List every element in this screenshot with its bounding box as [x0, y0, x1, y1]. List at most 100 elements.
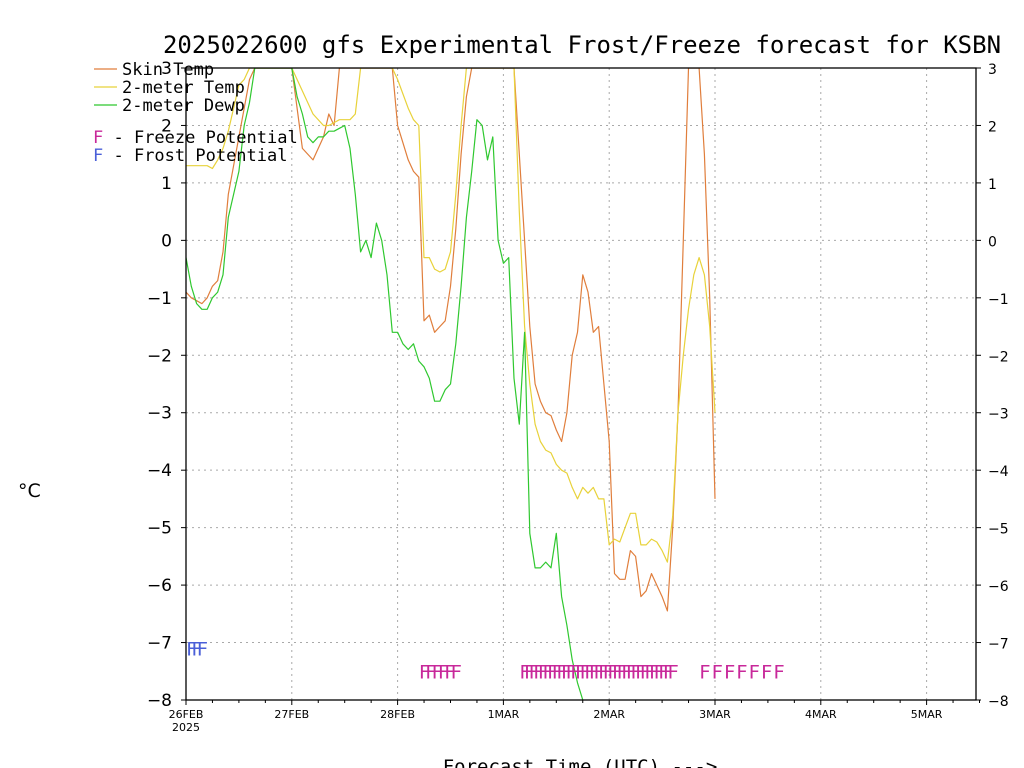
grid-lines — [186, 68, 976, 700]
y-tick-label: 2 — [161, 116, 172, 136]
y-tick-label: −4 — [147, 461, 172, 481]
freeze-marker: F — [663, 661, 674, 683]
legend-label-dewp: 2-meter Dewp — [122, 96, 245, 116]
frost-marker: F — [197, 638, 208, 660]
x-tick-label: 3MAR — [699, 708, 731, 721]
freeze-marker: F — [640, 661, 651, 683]
y-tick-label-right: 1 — [988, 177, 997, 193]
x-tick-label: 2MAR — [593, 708, 625, 721]
frost-marker: F — [186, 638, 197, 660]
freeze-marker: F — [425, 661, 436, 683]
y-tick-label-right: −8 — [988, 694, 1009, 710]
freeze-marker: F — [542, 661, 553, 683]
y-tick-label-right: −6 — [988, 579, 1009, 595]
y-tick-label: −7 — [147, 634, 172, 654]
freeze-marker: F — [533, 661, 544, 683]
freeze-marker: F — [529, 661, 540, 683]
freeze-marker: F — [584, 661, 595, 683]
freeze-marker: F — [419, 661, 430, 683]
y-tick-label: 1 — [161, 174, 172, 194]
freeze-marker: F — [575, 661, 586, 683]
y-tick-label-right: −1 — [988, 292, 1009, 308]
chart-title: 2025022600 gfs Experimental Frost/Freeze… — [163, 31, 1001, 59]
x-year-label: 2025 — [172, 721, 200, 734]
freeze-marker: F — [644, 661, 655, 683]
y-tick-label: 3 — [161, 59, 172, 79]
freeze-marker: F — [612, 661, 623, 683]
freeze-marker: F — [444, 661, 455, 683]
freeze-marker: F — [538, 661, 549, 683]
freeze-marker: F — [552, 661, 563, 683]
freeze-marker: F — [593, 661, 604, 683]
frost-marker: F — [191, 638, 202, 660]
freeze-marker: F — [607, 661, 618, 683]
freeze-marker: F — [667, 661, 678, 683]
series-lines — [186, 68, 716, 700]
x-tick-label: 5MAR — [911, 708, 943, 721]
freeze-marker: F — [524, 661, 535, 683]
y-tick-label: −3 — [147, 404, 172, 424]
tick-labels: −8 −8 −7 −7 −6 −6 −5 −5 −4 −4 −3 −3 −2 −2 −1 −1 0 0 1 1 2 2 3 3… — [147, 59, 1009, 734]
freeze-marker: F — [579, 661, 590, 683]
x-tick-label: 27FEB — [274, 708, 309, 721]
series-line-temp — [186, 68, 716, 563]
y-tick-label-right: 2 — [988, 119, 997, 135]
x-tick-label: 1MAR — [488, 708, 520, 721]
series-line-skin — [186, 68, 716, 612]
y-tick-label-right: −7 — [988, 637, 1009, 653]
freeze-marker: F — [649, 661, 660, 683]
x-tick-label: 28FEB — [380, 708, 415, 721]
freeze-marker: F — [616, 661, 627, 683]
freeze-marker: F — [570, 661, 581, 683]
y-tick-label-right: −2 — [988, 349, 1009, 365]
axes — [185, 67, 977, 701]
y-tick-label: −2 — [147, 346, 172, 366]
y-tick-label: −1 — [147, 289, 172, 309]
freeze-marker: F — [658, 661, 669, 683]
freeze-marker: F — [603, 661, 614, 683]
freeze-marker: F — [566, 661, 577, 683]
freeze-marker: F — [626, 661, 637, 683]
legend-label-skin: Skin Temp — [122, 60, 214, 80]
x-axis-label: Forecast Time (UTC) ---> — [443, 756, 718, 768]
freeze-marker: F — [761, 661, 772, 683]
series-line-dewp — [186, 68, 584, 700]
freeze-marker: F — [519, 661, 530, 683]
freeze-marker: F — [724, 661, 735, 683]
marker-legend-freeze: F - Freeze Potential — [93, 128, 298, 148]
y-tick-label-right: −3 — [988, 407, 1009, 423]
freeze-marker: F — [654, 661, 665, 683]
freeze-marker: F — [736, 661, 747, 683]
marker-legend-frost: F - Frost Potential — [93, 146, 287, 166]
freeze-marker: F — [749, 661, 760, 683]
freeze-marker: F — [431, 661, 442, 683]
y-tick-label: 0 — [161, 231, 172, 251]
y-tick-label: −6 — [147, 576, 172, 596]
y-tick-label: −8 — [147, 691, 172, 711]
x-tick-label: 26FEB — [169, 708, 204, 721]
y-tick-label-right: −4 — [988, 464, 1009, 480]
freeze-marker: F — [773, 661, 784, 683]
y-tick-label-right: −5 — [988, 522, 1009, 538]
freeze-marker: F — [635, 661, 646, 683]
freeze-marker: F — [589, 661, 600, 683]
plot-frame — [185, 67, 977, 701]
freeze-marker: F — [598, 661, 609, 683]
freeze-marker: F — [438, 661, 449, 683]
freeze-marker: F — [547, 661, 558, 683]
freeze-marker: F — [621, 661, 632, 683]
freeze-marker: F — [451, 661, 462, 683]
x-tick-label: 4MAR — [805, 708, 837, 721]
y-axis-label: °C — [18, 480, 41, 502]
y-tick-label: −5 — [147, 519, 172, 539]
freeze-marker: F — [556, 661, 567, 683]
legend-label-temp: 2-meter Temp — [122, 78, 245, 98]
freeze-marker: F — [699, 661, 710, 683]
y-tick-label-right: 0 — [988, 234, 997, 250]
freeze-marker: F — [561, 661, 572, 683]
freeze-marker: F — [711, 661, 722, 683]
freeze-marker: F — [630, 661, 641, 683]
